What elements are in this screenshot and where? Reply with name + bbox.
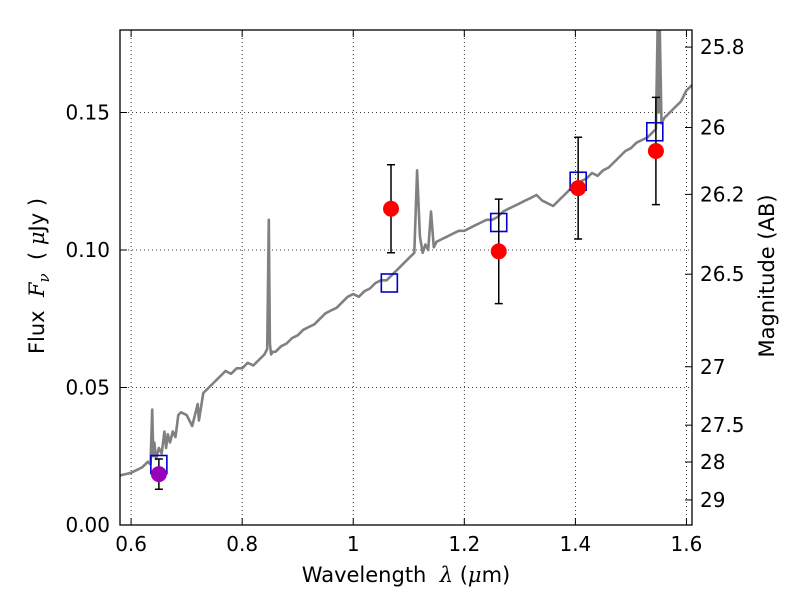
- magnitude-tick-label: 25.8: [700, 35, 745, 59]
- x-axis-label-pre: Wavelength: [302, 563, 440, 587]
- magnitude-tick-label: 27.5: [700, 413, 745, 437]
- y-tick-label: 0.10: [65, 238, 110, 262]
- spectrum-line: [120, 30, 692, 477]
- magnitude-tick-label: 26: [700, 116, 725, 140]
- magnitude-axis-label: Magnitude (AB): [755, 194, 779, 357]
- x-tick-label: 1.6: [671, 532, 703, 556]
- x-tick-label: 0.6: [115, 532, 147, 556]
- x-axis-label-unit-symbol: μ: [468, 563, 482, 587]
- x-tick-label: 1.2: [448, 532, 480, 556]
- y-axis-label-unit-symbol: μ: [25, 231, 49, 245]
- observed-point: [570, 180, 587, 197]
- model-square-marker: [380, 273, 399, 293]
- tick-labels: 0.6 0.8 1 1.2 1.4 1.6 0.00 0.05 0.10 0.15 25.8 26 26…: [65, 35, 744, 556]
- magnitude-tick-label: 26.5: [700, 262, 745, 286]
- x-tick-label: 1.4: [559, 532, 591, 556]
- magnitude-tick-label: 26.2: [700, 182, 745, 206]
- y-tick-label: 0.05: [65, 376, 110, 400]
- x-axis-label-unit-rest: m): [482, 563, 511, 587]
- observed-point: [647, 143, 664, 159]
- y-axis-label-post: (: [25, 245, 49, 273]
- magnitude-tick-label: 27: [700, 355, 725, 379]
- x-axis-label-post: (: [453, 563, 468, 587]
- x-tick-label: 1: [347, 532, 360, 556]
- y-axis-label-unit-rest: Jy ): [25, 198, 49, 234]
- spectrum-layer: [120, 30, 692, 477]
- observed-point: [490, 243, 507, 260]
- x-axis-label: Wavelength λ (μm): [302, 563, 510, 587]
- grid: [120, 30, 692, 525]
- magnitude-tick-label: 29: [700, 488, 725, 512]
- x-axis-label-symbol: λ: [439, 563, 453, 587]
- observed-point: [383, 200, 400, 217]
- x-tick-label: 0.8: [226, 532, 258, 556]
- y-axis-label-symbol: F: [25, 281, 49, 298]
- tick-marks: [120, 30, 692, 526]
- model-square-marker: [645, 121, 664, 142]
- y-tick-label: 0.15: [65, 101, 110, 125]
- magnitude-tick-label: 28: [700, 450, 725, 474]
- marks-layer: [150, 96, 664, 490]
- plot-frame: [119, 29, 693, 526]
- y-axis-label-pre: Flux: [25, 297, 49, 354]
- y-axis-label: Flux Fν ( μJy ): [25, 198, 53, 354]
- y-tick-label: 0.00: [65, 513, 110, 537]
- y-axis-label-subscript: ν: [35, 273, 53, 282]
- observed-point: [150, 466, 167, 483]
